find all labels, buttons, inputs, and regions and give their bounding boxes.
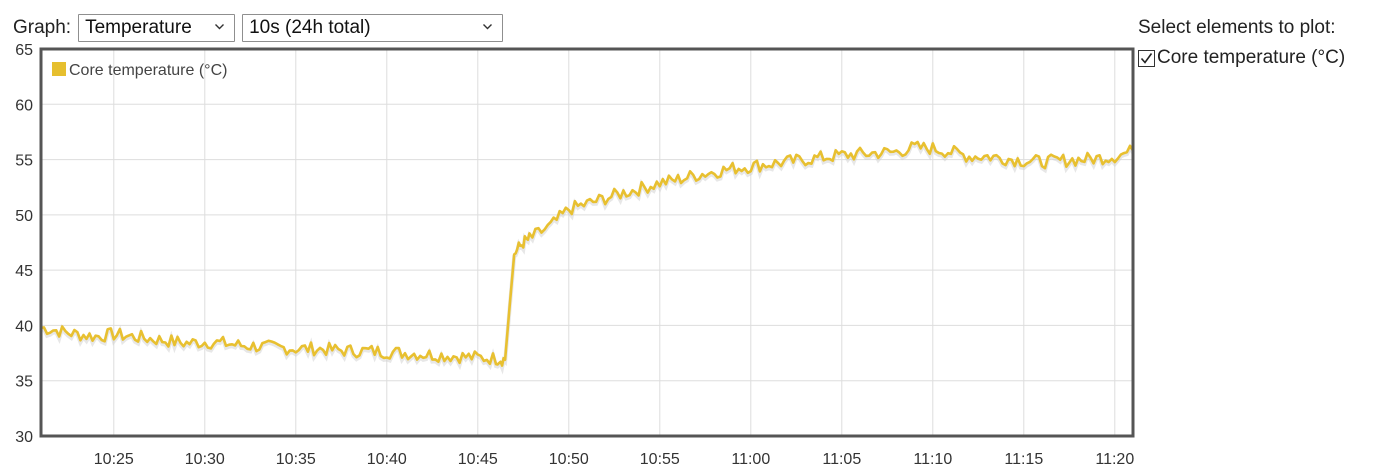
chevron-down-icon <box>483 24 493 30</box>
interval-select[interactable]: 10s (24h total) <box>242 14 504 42</box>
plot-elements-panel: Select elements to plot: Core temperatur… <box>1138 17 1345 69</box>
y-tick-label: 45 <box>15 263 33 280</box>
x-tick-label: 11:20 <box>1095 451 1134 468</box>
x-tick-label: 10:35 <box>276 451 316 468</box>
graph-label: Graph: <box>13 17 72 38</box>
x-tick-label: 10:30 <box>185 451 225 468</box>
plot-element-core-temperature[interactable]: Core temperature (°C) <box>1138 47 1345 69</box>
plot-elements-title: Select elements to plot: <box>1138 17 1336 38</box>
x-tick-label: 11:05 <box>822 451 861 468</box>
series-line-core-temperature <box>40 140 1135 367</box>
legend-swatch <box>52 62 66 76</box>
x-tick-label: 10:50 <box>549 451 589 468</box>
core-temperature-label: Core temperature (°C) <box>1157 47 1346 68</box>
x-tick-label: 11:00 <box>731 451 770 468</box>
x-tick-label: 10:45 <box>458 451 498 468</box>
chart-series <box>40 139 1135 375</box>
y-tick-label: 40 <box>15 318 33 335</box>
x-axis-ticks: 10:25 10:30 10:35 10:40 10:45 10:50 10:55 11:00… <box>94 451 1135 468</box>
x-tick-label: 10:55 <box>640 451 680 468</box>
chart-frame <box>39 47 1135 438</box>
y-tick-label: 35 <box>15 374 33 391</box>
chevron-down-icon <box>215 24 225 30</box>
graph-type-value: Temperature <box>85 17 192 38</box>
legend-label: Core temperature (°C) <box>69 62 227 79</box>
checkmark-icon <box>1140 52 1153 64</box>
x-tick-label: 10:40 <box>367 451 407 468</box>
graph-type-select[interactable]: Temperature <box>78 14 236 42</box>
y-tick-label: 65 <box>15 42 33 59</box>
y-tick-label: 55 <box>15 153 33 170</box>
chart-grid <box>41 48 1133 437</box>
y-tick-label: 30 <box>15 429 33 446</box>
interval-value: 10s (24h total) <box>249 17 371 38</box>
x-tick-label: 10:25 <box>94 451 134 468</box>
graph-controls: Graph: Temperature 10s (24h total) <box>13 14 504 42</box>
x-tick-label: 11:15 <box>1004 451 1043 468</box>
chart-legend: Core temperature (°C) <box>52 62 227 79</box>
y-axis-ticks: 30 35 40 45 50 55 60 65 <box>15 42 33 446</box>
y-tick-label: 60 <box>15 97 33 114</box>
core-temperature-checkbox[interactable] <box>1138 49 1155 67</box>
y-tick-label: 50 <box>15 208 33 225</box>
x-tick-label: 11:10 <box>913 451 952 468</box>
